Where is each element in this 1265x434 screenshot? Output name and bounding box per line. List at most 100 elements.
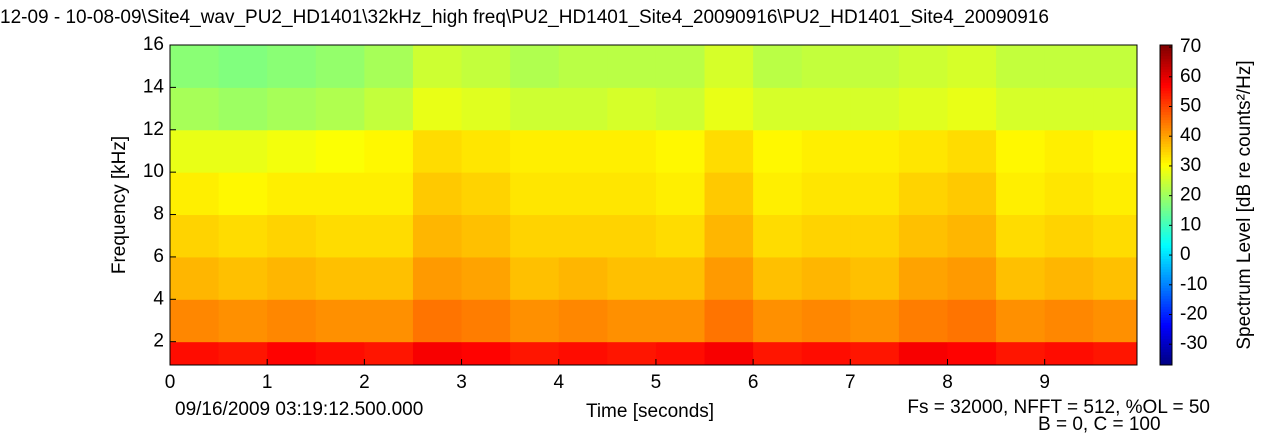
cell (267, 299, 317, 343)
cell (315, 341, 365, 366)
colorbar-strip (1160, 162, 1172, 166)
cell (947, 129, 997, 173)
cell (461, 214, 511, 258)
y-tick-label: 10 (143, 161, 164, 182)
cell (898, 45, 948, 88)
cell (947, 87, 997, 131)
cell (607, 214, 657, 258)
cell (1044, 172, 1094, 216)
colorbar-strip (1160, 82, 1172, 86)
x-tick-label: 3 (456, 372, 467, 393)
colorbar-strip (1160, 117, 1172, 121)
cell (461, 87, 511, 131)
x-tick-label: 8 (942, 372, 953, 393)
colorbar-strip (1160, 77, 1172, 81)
cell (996, 299, 1046, 343)
cell (315, 256, 365, 300)
cell (364, 172, 414, 216)
colorbar-strip (1160, 351, 1172, 355)
colorbar-strip (1160, 173, 1172, 177)
colorbar-strip (1160, 295, 1172, 299)
cell (753, 87, 803, 131)
colorbar-tick-label: 10 (1180, 214, 1201, 235)
cell (607, 45, 657, 88)
cell (218, 129, 268, 173)
colorbar-strip (1160, 309, 1172, 313)
cell (364, 256, 414, 300)
colorbar-strip (1160, 335, 1172, 339)
cell (170, 299, 220, 343)
cell (1093, 172, 1138, 216)
colorbar-strip (1160, 167, 1172, 171)
colorbar-strip (1160, 362, 1172, 366)
cell (558, 87, 608, 131)
colorbar-strip (1160, 226, 1172, 230)
colorbar-strip (1160, 285, 1172, 289)
cell (267, 87, 317, 131)
colorbar-strip (1160, 346, 1172, 350)
colorbar-strip (1160, 85, 1172, 89)
colorbar-strip (1160, 330, 1172, 334)
cell (510, 45, 560, 88)
chart-title: 12-09 - 10-08-09\Site4_wav_PU2_HD1401\32… (0, 7, 1049, 28)
colorbar-tick-label: 0 (1180, 244, 1191, 265)
cell (1093, 87, 1138, 131)
colorbar-strip (1160, 74, 1172, 78)
colorbar-strip (1160, 322, 1172, 326)
x-tick-label: 6 (748, 372, 759, 393)
colorbar-strip (1160, 45, 1172, 49)
colorbar-strip (1160, 122, 1172, 126)
colorbar-strip (1160, 191, 1172, 195)
cell (850, 214, 900, 258)
cell (412, 214, 463, 258)
cell (170, 87, 220, 131)
cell (1093, 45, 1138, 88)
colorbar-strip (1160, 303, 1172, 307)
colorbar-strip (1160, 343, 1172, 347)
colorbar-strip (1160, 341, 1172, 345)
colorbar-strip (1160, 71, 1172, 75)
colorbar-strip (1160, 279, 1172, 283)
params: Fs = 32000, NFFT = 512, %OL = 50 (907, 397, 1210, 418)
cell (558, 256, 608, 300)
cell (607, 172, 657, 216)
cell (412, 172, 463, 216)
cell (558, 129, 608, 173)
colorbar-strip (1160, 306, 1172, 310)
colorbar-strip (1160, 181, 1172, 185)
cell (704, 45, 754, 88)
colorbar-strip (1160, 253, 1172, 257)
colorbar-strip (1160, 325, 1172, 329)
cell (704, 129, 754, 173)
cell (801, 256, 851, 300)
colorbar-strip (1160, 61, 1172, 65)
cell (461, 256, 511, 300)
colorbar-strip (1160, 223, 1172, 227)
cell (607, 87, 657, 131)
cell (510, 172, 560, 216)
cell (655, 129, 706, 173)
colorbar-frame (1159, 44, 1173, 366)
cell (1093, 256, 1138, 300)
colorbar-strip (1160, 58, 1172, 62)
cell (558, 45, 608, 88)
colorbar-strip (1160, 53, 1172, 57)
colorbar-strip (1160, 199, 1172, 203)
plot-frame (169, 44, 1138, 366)
colorbar-strip (1160, 354, 1172, 358)
cell (558, 172, 608, 216)
cell (850, 341, 900, 366)
colorbar-strip (1160, 170, 1172, 174)
cell (412, 129, 463, 173)
colorbar-strip (1160, 194, 1172, 198)
cell (510, 299, 560, 343)
cell (655, 214, 706, 258)
y-tick-label: 2 (153, 331, 164, 352)
colorbar-strip (1160, 274, 1172, 278)
colorbar-strip (1160, 229, 1172, 233)
y-tick-label: 12 (143, 119, 164, 140)
cell (170, 172, 220, 216)
y-tick-label: 6 (153, 246, 164, 267)
colorbar-strip (1160, 109, 1172, 113)
